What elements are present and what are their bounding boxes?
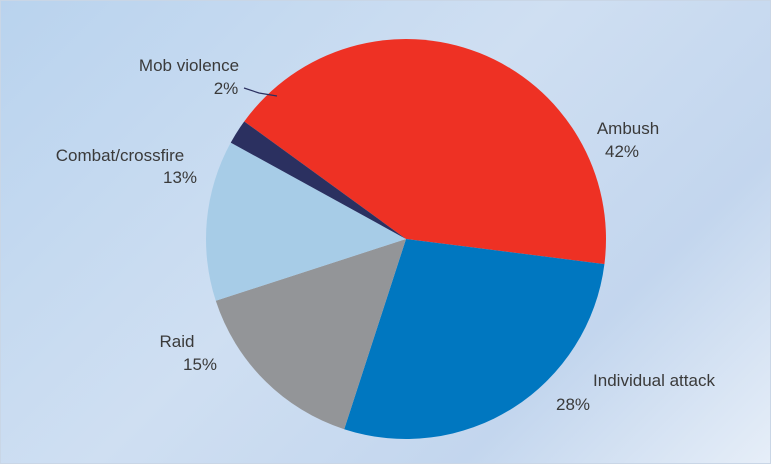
label-individual-attack-name: Individual attack [593, 371, 715, 390]
label-ambush-name: Ambush [597, 119, 659, 138]
pie-slice-ambush [244, 39, 606, 265]
label-raid-name: Raid [160, 332, 195, 351]
leader-line-mob-violence [243, 87, 278, 97]
label-ambush-value: 42% [605, 142, 639, 161]
pie-slice-mob-violence [230, 121, 406, 239]
pie-slice-individual-attack [344, 239, 605, 439]
pie-slices [206, 39, 606, 439]
pie-slice-raid [215, 239, 406, 430]
slice-labels: Mob violence 2% Ambush 42% Combat/crossf… [56, 56, 716, 414]
pie-slice-combat-crossfire [206, 142, 406, 301]
label-combat-value: 13% [163, 168, 197, 187]
label-raid-value: 15% [183, 355, 217, 374]
leader-lines [243, 87, 278, 97]
label-mob-violence-name: Mob violence [139, 56, 239, 75]
label-mob-violence-value: 2% [214, 79, 239, 98]
label-combat-name: Combat/crossfire [56, 146, 184, 165]
label-individual-attack-value: 28% [556, 395, 590, 414]
